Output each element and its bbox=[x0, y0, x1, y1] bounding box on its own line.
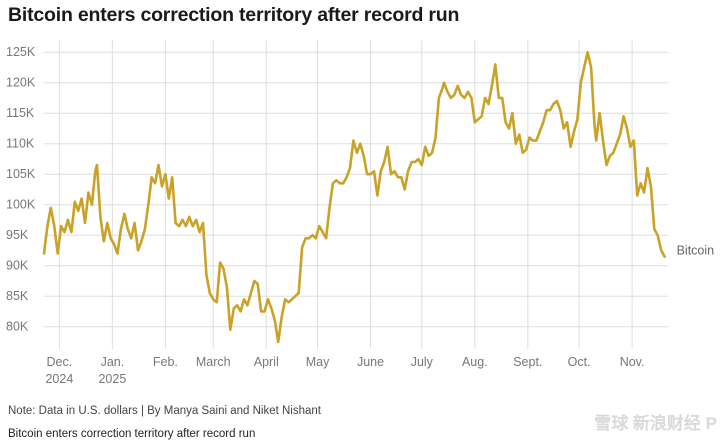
x-axis: Dec. 2024 Jan. 2025 Feb. March April May June Jul… bbox=[45, 355, 644, 386]
watermark-logo: 雪球 新浪财经 P bbox=[594, 414, 717, 433]
series-line-bitcoin bbox=[42, 50, 666, 344]
x-tick-year-label: 2024 bbox=[45, 372, 73, 386]
y-tick-label: 105K bbox=[6, 167, 36, 181]
y-tick-label: 90K bbox=[6, 259, 29, 273]
y-tick-label: 85K bbox=[6, 289, 29, 303]
x-tick-year-label: 2025 bbox=[98, 372, 126, 386]
gridlines bbox=[44, 40, 668, 349]
chart-title: Bitcoin enters correction territory afte… bbox=[8, 4, 460, 26]
x-tick-label: Aug. bbox=[462, 355, 488, 369]
x-tick-label: Jan. bbox=[101, 355, 125, 369]
x-tick-label: Sept. bbox=[513, 355, 542, 369]
y-tick-label: 95K bbox=[6, 228, 29, 242]
x-tick-label: May bbox=[306, 355, 330, 369]
y-tick-label: 80K bbox=[6, 320, 29, 334]
y-axis: 80K 85K 90K 95K 100K 105K 110K 115K 120K 125K bbox=[6, 45, 36, 334]
x-tick-label: Nov. bbox=[620, 355, 645, 369]
x-tick-label: Dec. bbox=[47, 355, 73, 369]
y-tick-label: 115K bbox=[6, 106, 35, 120]
x-tick-label: June bbox=[357, 355, 384, 369]
y-tick-label: 125K bbox=[6, 45, 36, 59]
source-note: Note: Data in U.S. dollars | By Manya Sa… bbox=[8, 405, 321, 417]
x-tick-label: April bbox=[254, 355, 279, 369]
x-tick-label: July bbox=[411, 355, 434, 369]
bitcoin-price-line-chart: 80K 85K 90K 95K 100K 105K 110K 115K 120K 125K Dec… bbox=[6, 40, 715, 386]
figure-caption: Bitcoin enters correction territory afte… bbox=[8, 428, 256, 440]
series-label-bitcoin: Bitcoin bbox=[677, 244, 715, 258]
y-tick-label: 110K bbox=[6, 137, 35, 151]
x-tick-label: Oct. bbox=[568, 355, 591, 369]
y-tick-label: 100K bbox=[6, 198, 36, 212]
x-tick-label: Feb. bbox=[153, 355, 178, 369]
y-tick-label: 120K bbox=[6, 76, 36, 90]
x-tick-label: March bbox=[196, 355, 231, 369]
